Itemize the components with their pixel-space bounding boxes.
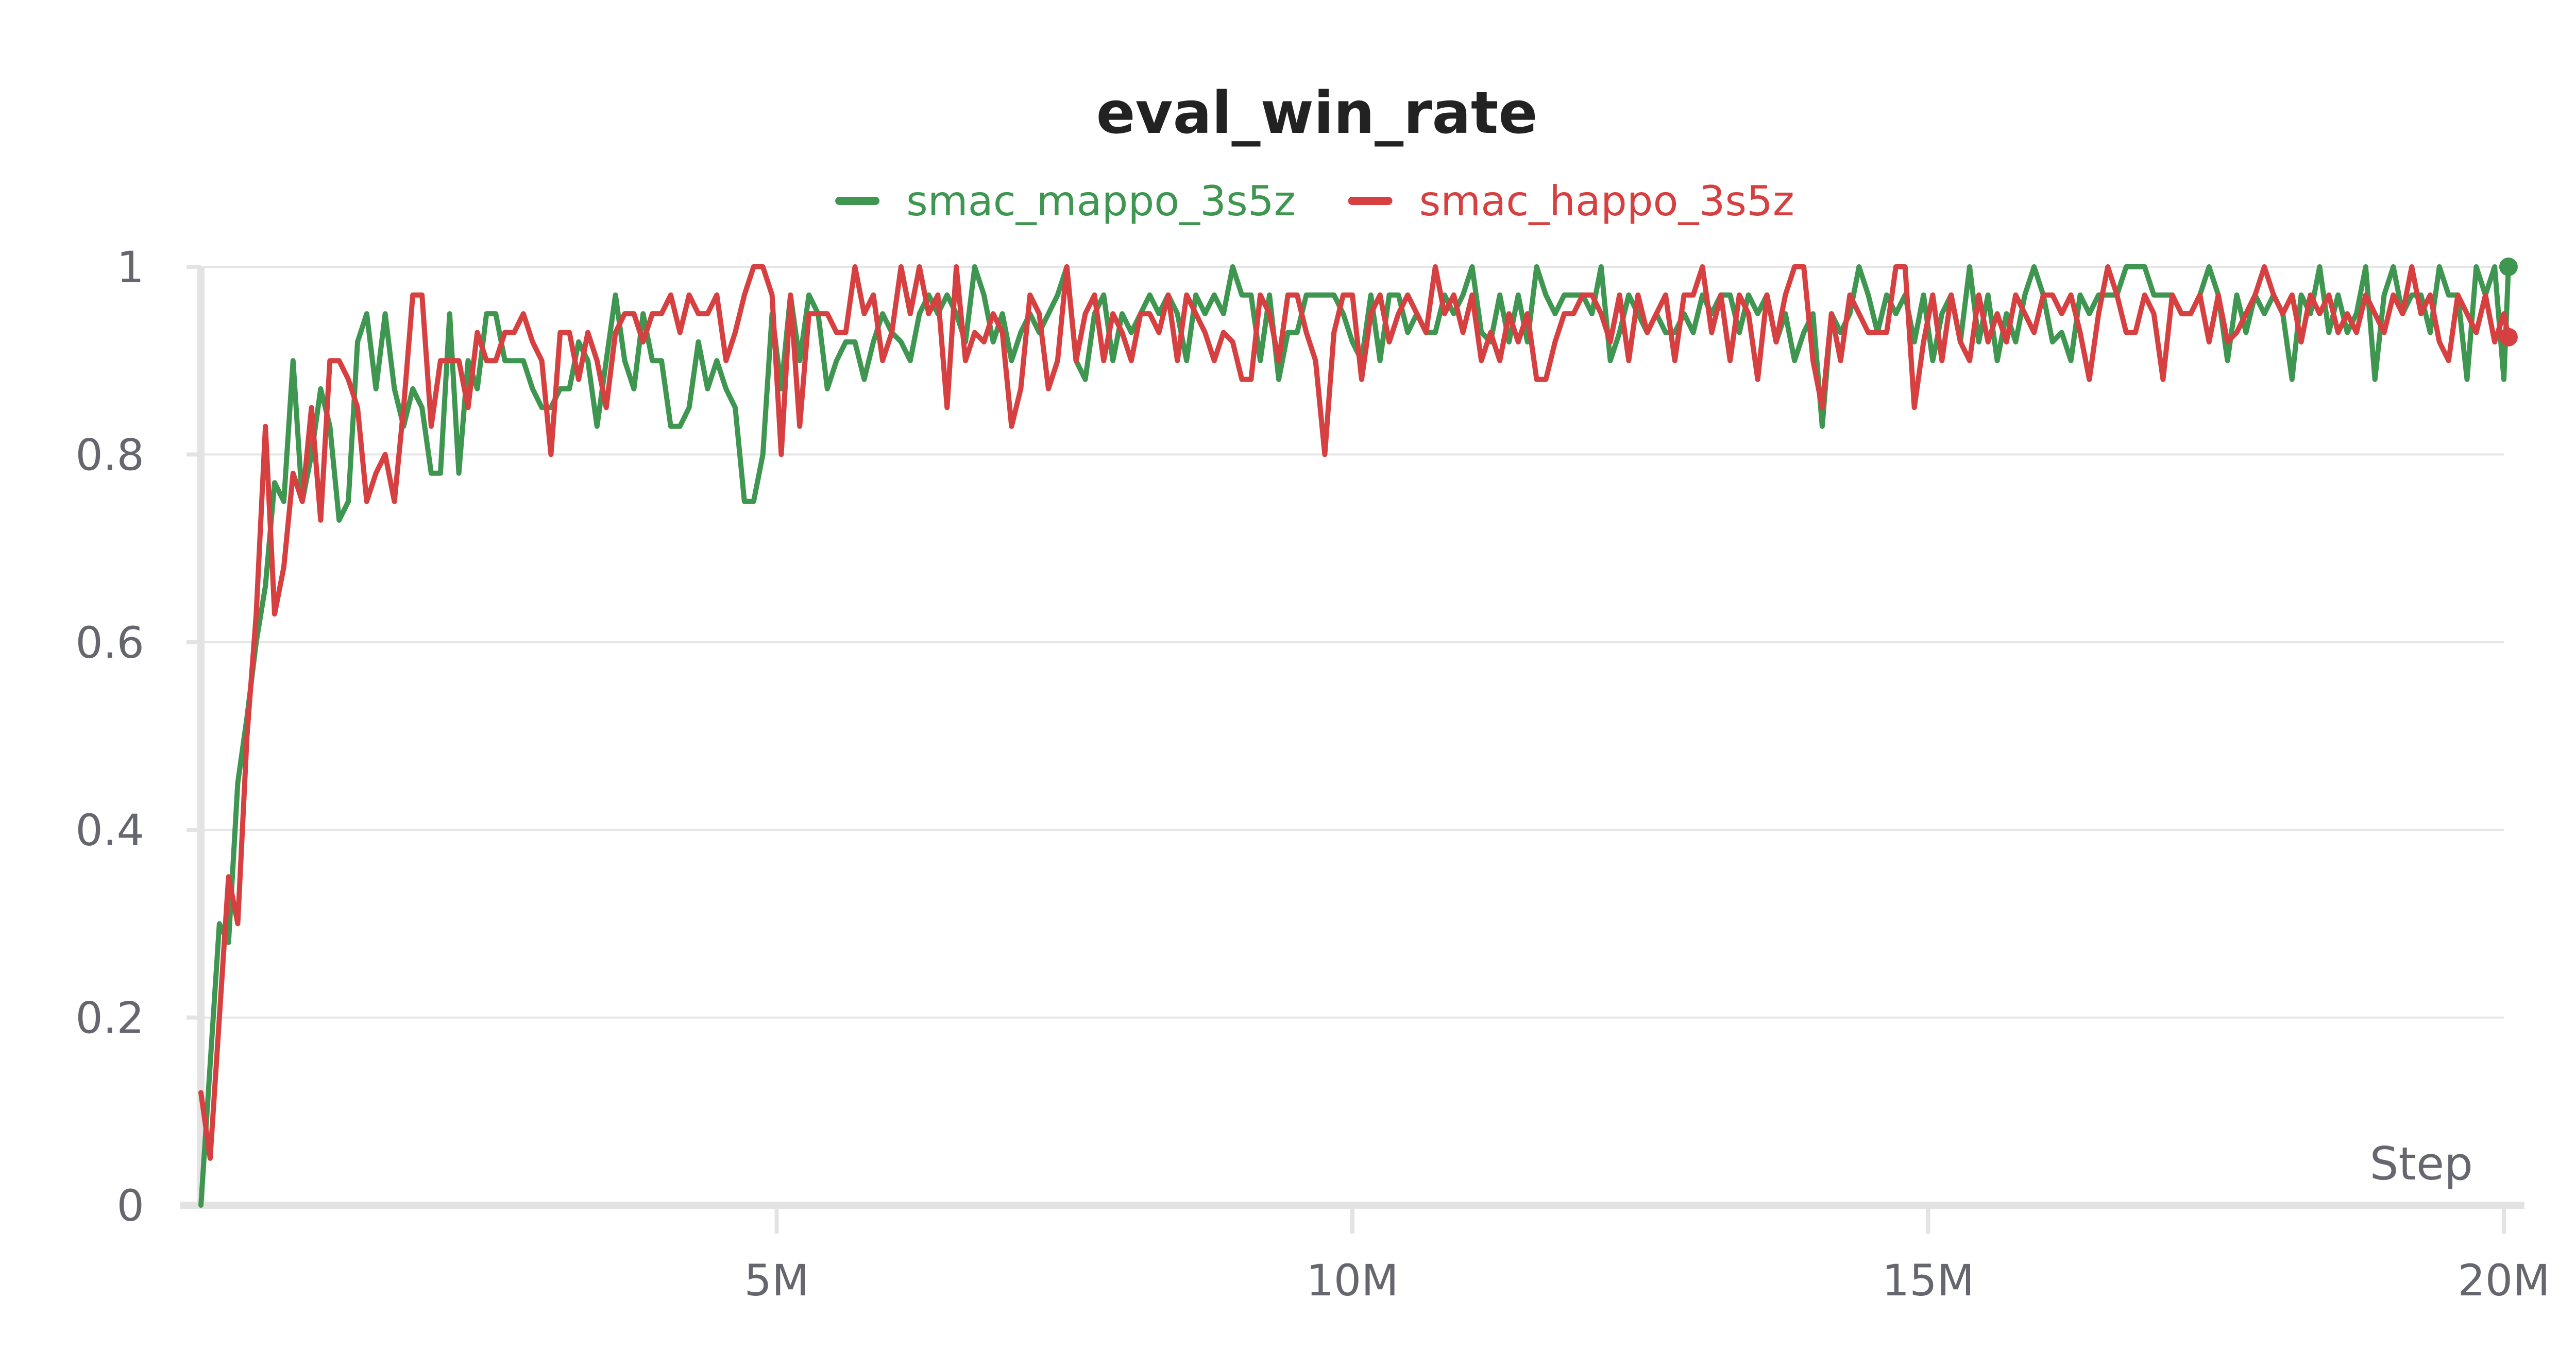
grid bbox=[201, 266, 2504, 1019]
series-endpoint-smac_happo_3s5z bbox=[2499, 328, 2518, 347]
x-tick-label: 5M bbox=[744, 1255, 809, 1306]
x-tick-label: 15M bbox=[1882, 1255, 1974, 1306]
series-line-smac_happo_3s5z bbox=[198, 264, 2511, 1161]
y-tick-label: 0.2 bbox=[75, 993, 144, 1044]
legend: smac_mappo_3s5z smac_happo_3s5z bbox=[835, 177, 1794, 225]
y-tick-label: 1 bbox=[117, 242, 144, 293]
legend-item[interactable]: smac_mappo_3s5z bbox=[835, 177, 1296, 225]
legend-label: smac_happo_3s5z bbox=[1419, 177, 1794, 225]
legend-items: smac_mappo_3s5z smac_happo_3s5z bbox=[835, 177, 1794, 225]
y-tick-label: 0 bbox=[117, 1181, 144, 1231]
series-endpoint-smac_mappo_3s5z bbox=[2499, 258, 2518, 276]
chart-title: eval_win_rate bbox=[1096, 80, 1538, 147]
y-tick-label: 0.4 bbox=[75, 805, 144, 856]
y-tick-label: 0.6 bbox=[75, 618, 144, 668]
x-axis-title: Step bbox=[2370, 1137, 2473, 1190]
x-tick-label: 10M bbox=[1306, 1255, 1398, 1306]
legend-item[interactable]: smac_happo_3s5z bbox=[1348, 177, 1794, 225]
y-tick-label: 0.8 bbox=[75, 430, 144, 480]
series-layer bbox=[198, 258, 2518, 1208]
legend-label: smac_mappo_3s5z bbox=[906, 177, 1296, 225]
x-tick-label: 20M bbox=[2458, 1255, 2550, 1306]
